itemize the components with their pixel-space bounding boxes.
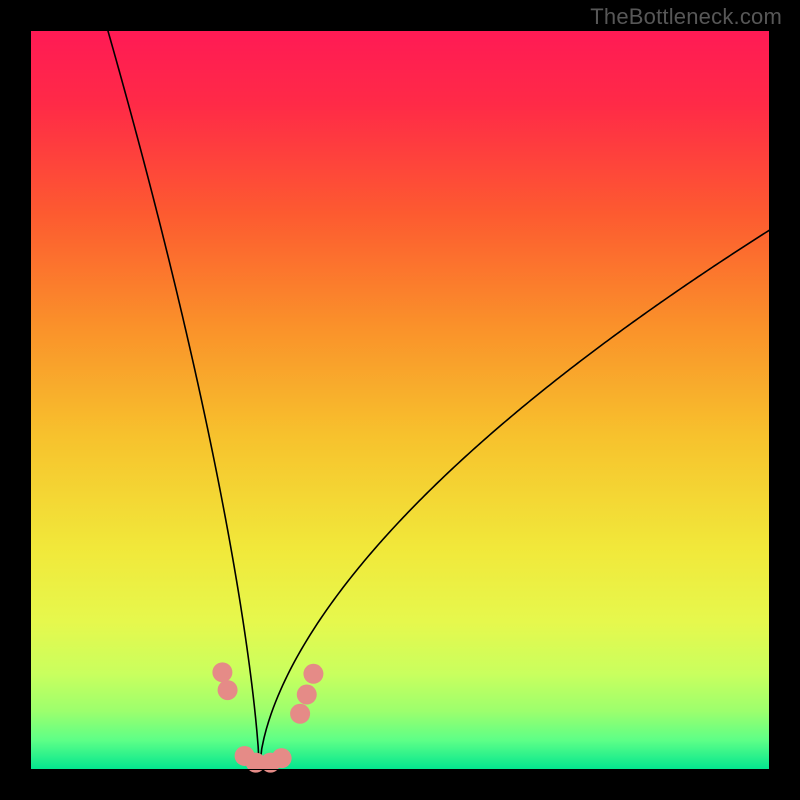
gradient-background <box>30 30 770 770</box>
marker-8 <box>303 664 323 684</box>
watermark-text: TheBottleneck.com <box>590 4 782 30</box>
marker-5 <box>272 748 292 768</box>
marker-0 <box>212 662 232 682</box>
chart-container: { "meta": { "watermark": "TheBottleneck.… <box>0 0 800 800</box>
marker-7 <box>297 685 317 705</box>
marker-6 <box>290 704 310 724</box>
marker-1 <box>218 680 238 700</box>
bottleneck-chart <box>0 0 800 800</box>
